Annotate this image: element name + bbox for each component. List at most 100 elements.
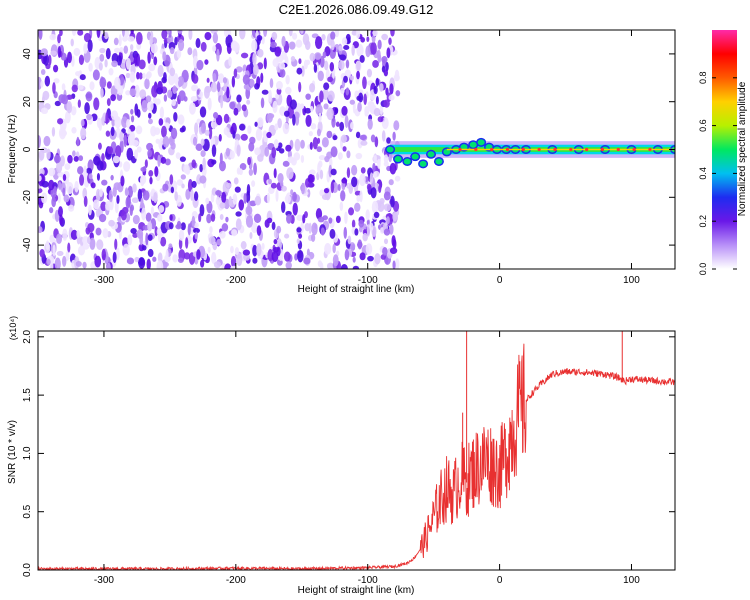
heatmap-cell: [240, 52, 249, 59]
heatmap-cell: [191, 215, 196, 228]
heatmap-cell: [58, 126, 67, 140]
heatmap-cell: [125, 90, 131, 96]
heatmap-cell: [330, 181, 335, 194]
heatmap-cell: [183, 164, 190, 174]
heatmap-cell: [234, 133, 241, 141]
heatmap-cell: [252, 63, 259, 76]
heatmap-cell: [376, 49, 381, 62]
colorbar-ticks: 0.0 0.2 0.4 0.6 0.8: [698, 72, 737, 275]
heatmap-cell: [388, 94, 395, 101]
heatmap-cell: [175, 152, 181, 159]
heatmap-cell: [394, 69, 400, 80]
heatmap-cell: [365, 243, 373, 255]
heatmap-cell: [49, 33, 57, 41]
heatmap-cell: [192, 136, 198, 146]
heatmap-cell: [157, 214, 163, 222]
heatmap-cell: [204, 31, 212, 41]
heatmap-cell: [347, 235, 352, 245]
signal-peak-dot: [600, 147, 605, 152]
heatmap-cell: [137, 188, 143, 202]
heatmap-cell: [276, 225, 282, 234]
heatmap-cell: [279, 62, 286, 70]
heatmap-cell: [70, 229, 78, 240]
heatmap-x-tick-label: -300: [94, 275, 114, 286]
heatmap-cell: [255, 128, 263, 141]
heatmap-cell: [175, 223, 182, 230]
heatmap-cell: [346, 150, 351, 159]
heatmap-cell: [300, 182, 305, 195]
heatmap-cell: [140, 166, 147, 172]
heatmap-x-tick-label: -100: [358, 275, 378, 286]
heatmap-cell: [386, 47, 391, 59]
heatmap-cell: [313, 63, 318, 73]
heatmap-cell: [230, 40, 238, 51]
heatmap-cell: [300, 30, 304, 34]
heatmap-cell: [57, 33, 61, 44]
heatmap-cell: [121, 30, 125, 37]
heatmap-cell: [339, 121, 345, 132]
heatmap-cell: [234, 247, 240, 255]
heatmap-cell: [98, 121, 102, 132]
heatmap-cell: [330, 31, 336, 40]
heatmap-cell: [177, 30, 183, 34]
heatmap-cell: [216, 238, 222, 246]
heatmap-cell: [127, 128, 131, 135]
signal-peak-dot: [585, 147, 589, 152]
heatmap-cell: [281, 35, 286, 47]
heatmap-cell: [281, 185, 287, 192]
heatmap-cell: [373, 107, 381, 117]
heatmap-cell: [188, 102, 196, 115]
heatmap-cell: [188, 30, 193, 40]
heatmap-x-ticks: -300 -200 -100 0 100: [94, 30, 640, 286]
heatmap-cell: [254, 147, 261, 156]
heatmap-cell: [374, 253, 381, 265]
heatmap-cell: [191, 84, 196, 92]
heatmap-cell: [328, 164, 333, 178]
heatmap-cell: [51, 126, 56, 137]
heatmap-cell: [302, 33, 310, 46]
heatmap-cell: [251, 180, 256, 188]
heatmap-cell: [212, 32, 219, 44]
heatmap-cell: [296, 67, 303, 75]
heatmap-cell: [106, 81, 112, 89]
heatmap-cell: [115, 145, 122, 159]
heatmap-cell: [147, 149, 153, 158]
heatmap-cell: [242, 249, 251, 256]
heatmap-cell: [236, 94, 242, 103]
heatmap-cell: [138, 72, 143, 80]
heatmap-cell: [59, 214, 63, 226]
heatmap-cell: [51, 196, 57, 208]
heatmap-signal-track: [385, 137, 675, 169]
heatmap-cell: [211, 159, 217, 165]
heatmap-cell: [278, 148, 285, 154]
heatmap-cell: [379, 198, 385, 205]
heatmap-cell: [71, 84, 78, 93]
heatmap-cell: [370, 134, 376, 143]
heatmap-cell: [63, 194, 70, 203]
heatmap-cell: [225, 34, 233, 48]
heatmap-cell: [136, 32, 143, 45]
heatmap-cell: [266, 217, 273, 224]
heatmap-cell: [267, 113, 275, 119]
heatmap-cell: [354, 228, 359, 236]
heatmap-cell: [366, 224, 371, 237]
heatmap-cell: [243, 253, 251, 261]
heatmap-cell: [50, 50, 57, 56]
heatmap-cell: [61, 94, 69, 105]
heatmap-cell: [152, 96, 157, 104]
heatmap-cell: [125, 72, 131, 79]
heatmap-cell: [88, 173, 93, 180]
heatmap-cell: [298, 81, 302, 93]
heatmap-cell: [141, 99, 148, 113]
heatmap-cell: [136, 229, 144, 239]
heatmap-cell: [236, 252, 243, 266]
heatmap-cell: [130, 228, 137, 234]
heatmap-cell: [362, 232, 368, 242]
heatmap-cell: [187, 47, 193, 56]
heatmap-cell: [228, 195, 233, 207]
heatmap-cell: [139, 89, 147, 99]
heatmap-cell: [383, 69, 389, 77]
heatmap-cell: [123, 30, 130, 38]
heatmap-cell: [326, 130, 333, 139]
heatmap-cell: [43, 135, 51, 147]
